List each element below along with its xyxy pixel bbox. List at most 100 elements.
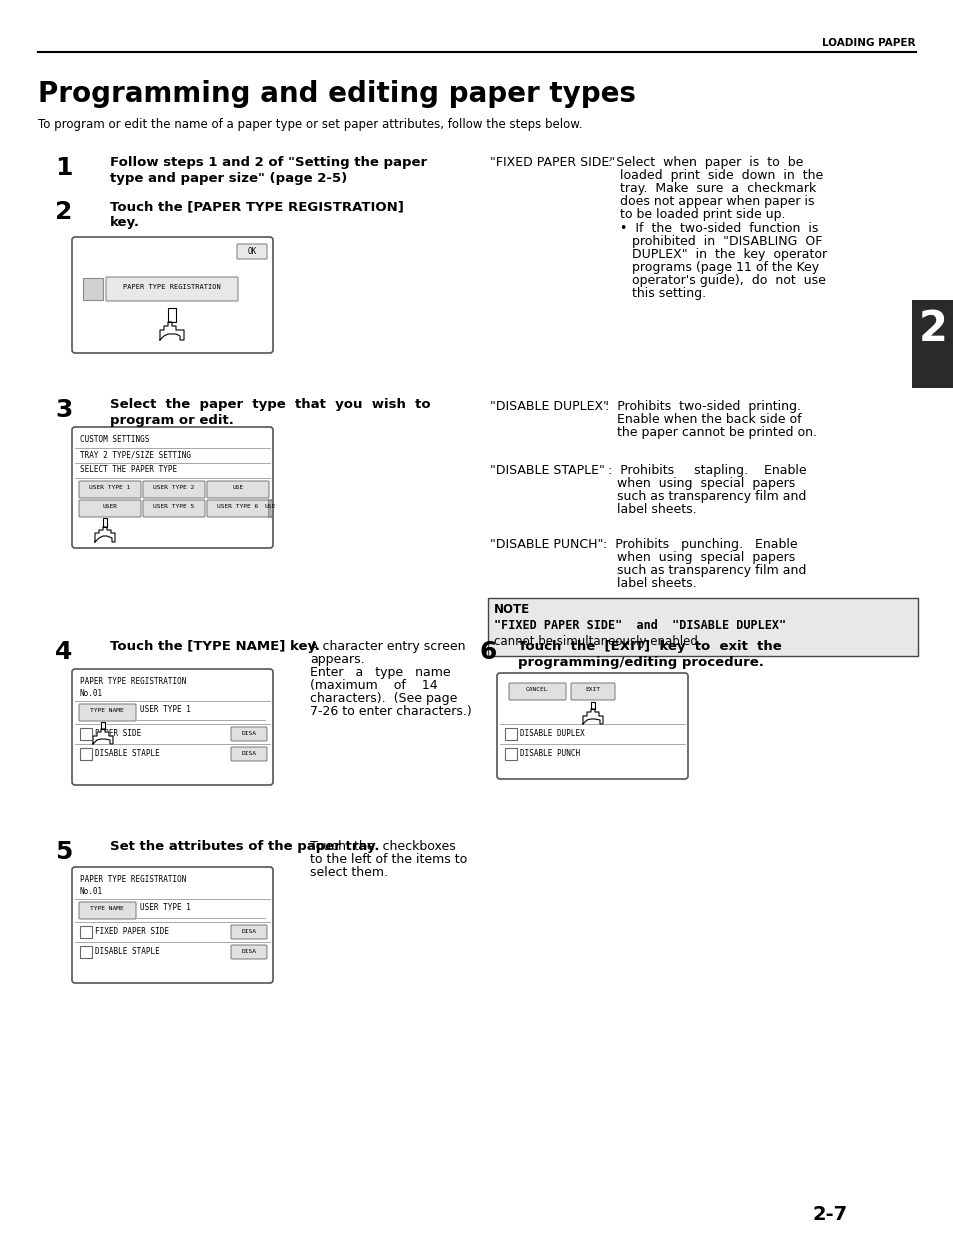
FancyBboxPatch shape xyxy=(79,704,136,721)
Text: 3: 3 xyxy=(55,398,72,422)
Polygon shape xyxy=(582,709,602,724)
Text: 2-7: 2-7 xyxy=(812,1205,846,1224)
Text: EXIT: EXIT xyxy=(585,687,599,692)
Text: USER: USER xyxy=(102,504,117,509)
Bar xyxy=(504,727,517,740)
Text: "FIXED PAPER SIDE"  and  "DISABLE DUPLEX": "FIXED PAPER SIDE" and "DISABLE DUPLEX" xyxy=(494,619,785,632)
Text: DISABLE DUPLEX: DISABLE DUPLEX xyxy=(519,729,584,739)
Text: Touch the [TYPE NAME] key.: Touch the [TYPE NAME] key. xyxy=(110,640,319,653)
Text: "DISABLE DUPLEX": "DISABLE DUPLEX" xyxy=(490,400,608,412)
Text: •  If  the  two-sided  function  is: • If the two-sided function is xyxy=(619,222,818,235)
Text: : Select  when  paper  is  to  be: : Select when paper is to be xyxy=(607,156,802,169)
Text: :  Prohibits     stapling.    Enable: : Prohibits stapling. Enable xyxy=(607,464,806,477)
Bar xyxy=(80,946,91,958)
Text: when  using  special  papers: when using special papers xyxy=(617,551,795,564)
Text: DUPLEX"  in  the  key  operator: DUPLEX" in the key operator xyxy=(631,248,826,261)
Text: label sheets.: label sheets. xyxy=(617,577,696,590)
Polygon shape xyxy=(590,701,595,709)
Text: To program or edit the name of a paper type or set paper attributes, follow the : To program or edit the name of a paper t… xyxy=(38,119,582,131)
Text: (maximum    of    14: (maximum of 14 xyxy=(310,679,437,692)
Text: tray.  Make  sure  a  checkmark: tray. Make sure a checkmark xyxy=(619,182,816,195)
Text: Programming and editing paper types: Programming and editing paper types xyxy=(38,80,636,107)
Text: such as transparency film and: such as transparency film and xyxy=(617,564,805,577)
Text: 5: 5 xyxy=(55,840,72,864)
Text: appears.: appears. xyxy=(310,653,364,666)
Text: characters).  (See page: characters). (See page xyxy=(310,692,456,705)
Text: 7-26 to enter characters.): 7-26 to enter characters.) xyxy=(310,705,471,718)
Text: TYPE NAME: TYPE NAME xyxy=(90,906,124,911)
Bar xyxy=(504,748,517,760)
Text: USER TYPE 2: USER TYPE 2 xyxy=(153,485,194,490)
Text: A character entry screen: A character entry screen xyxy=(310,640,465,653)
Text: 2: 2 xyxy=(918,308,946,350)
Text: NOTE: NOTE xyxy=(494,603,530,616)
Text: :  Prohibits  two-sided  printing.: : Prohibits two-sided printing. xyxy=(604,400,801,412)
FancyBboxPatch shape xyxy=(497,673,687,779)
Text: :  Prohibits   punching.   Enable: : Prohibits punching. Enable xyxy=(602,538,797,551)
Polygon shape xyxy=(95,527,115,542)
FancyBboxPatch shape xyxy=(207,480,269,498)
Polygon shape xyxy=(160,322,184,340)
Text: DISABLE PUNCH: DISABLE PUNCH xyxy=(519,748,579,758)
Text: PAPER TYPE REGISTRATION: PAPER TYPE REGISTRATION xyxy=(80,876,186,884)
Text: to be loaded print side up.: to be loaded print side up. xyxy=(619,207,784,221)
Polygon shape xyxy=(103,517,107,527)
Text: PAPER TYPE REGISTRATION: PAPER TYPE REGISTRATION xyxy=(123,284,221,290)
Text: "FIXED PAPER SIDE": "FIXED PAPER SIDE" xyxy=(490,156,615,169)
Text: label sheets.: label sheets. xyxy=(617,503,696,516)
Text: 1: 1 xyxy=(55,156,72,180)
Text: FIXED PAPER SIDE: FIXED PAPER SIDE xyxy=(95,927,169,936)
Text: No.01: No.01 xyxy=(80,887,103,897)
Text: USER TYPE 6: USER TYPE 6 xyxy=(217,504,258,509)
Text: 6: 6 xyxy=(479,640,497,664)
Text: PAPER SIDE: PAPER SIDE xyxy=(95,729,141,739)
Text: USER TYPE 1: USER TYPE 1 xyxy=(90,485,131,490)
Text: USER TYPE 1: USER TYPE 1 xyxy=(140,705,191,714)
Polygon shape xyxy=(168,308,175,322)
Text: Enable when the back side of: Enable when the back side of xyxy=(617,412,801,426)
Text: prohibited  in  "DISABLING  OF: prohibited in "DISABLING OF xyxy=(631,235,821,248)
FancyBboxPatch shape xyxy=(207,500,269,517)
FancyBboxPatch shape xyxy=(79,902,136,919)
Text: cannot be simultaneously enabled.: cannot be simultaneously enabled. xyxy=(494,635,700,648)
Text: DISABLE STAPLE: DISABLE STAPLE xyxy=(95,947,159,956)
Text: Follow steps 1 and 2 of "Setting the paper: Follow steps 1 and 2 of "Setting the pap… xyxy=(110,156,427,169)
Text: PAPER TYPE REGISTRATION: PAPER TYPE REGISTRATION xyxy=(80,677,186,685)
FancyBboxPatch shape xyxy=(231,727,267,741)
FancyBboxPatch shape xyxy=(71,237,273,353)
FancyBboxPatch shape xyxy=(71,427,273,548)
Text: LOADING PAPER: LOADING PAPER xyxy=(821,38,915,48)
FancyBboxPatch shape xyxy=(79,480,141,498)
Text: DISABLE STAPLE: DISABLE STAPLE xyxy=(95,748,159,758)
Bar xyxy=(80,748,91,760)
FancyBboxPatch shape xyxy=(231,925,267,939)
FancyBboxPatch shape xyxy=(231,945,267,960)
Text: to the left of the items to: to the left of the items to xyxy=(310,853,467,866)
FancyBboxPatch shape xyxy=(79,500,141,517)
Text: TYPE NAME: TYPE NAME xyxy=(90,708,124,713)
Text: SELECT THE PAPER TYPE: SELECT THE PAPER TYPE xyxy=(80,466,177,474)
Text: CANCEL: CANCEL xyxy=(525,687,548,692)
Text: "DISABLE STAPLE": "DISABLE STAPLE" xyxy=(490,464,604,477)
Polygon shape xyxy=(92,729,112,743)
FancyBboxPatch shape xyxy=(571,683,615,700)
Text: DISA: DISA xyxy=(241,948,256,953)
Text: Set the attributes of the paper tray.: Set the attributes of the paper tray. xyxy=(110,840,379,853)
Bar xyxy=(911,300,953,388)
Text: USE: USE xyxy=(233,485,243,490)
Text: CUSTOM SETTINGS: CUSTOM SETTINGS xyxy=(80,435,150,445)
FancyBboxPatch shape xyxy=(71,867,273,983)
Text: select them.: select them. xyxy=(310,866,388,879)
Polygon shape xyxy=(101,722,105,729)
Text: programming/editing procedure.: programming/editing procedure. xyxy=(517,656,763,669)
Text: Touch  the  [EXIT]  key  to  exit  the: Touch the [EXIT] key to exit the xyxy=(517,640,781,653)
Text: DISA: DISA xyxy=(241,929,256,934)
Bar xyxy=(80,926,91,939)
Text: USER TYPE 1: USER TYPE 1 xyxy=(140,903,191,911)
Text: programs (page 11 of the Key: programs (page 11 of the Key xyxy=(631,261,819,274)
Text: OK: OK xyxy=(247,247,256,256)
Text: when  using  special  papers: when using special papers xyxy=(617,477,795,490)
FancyBboxPatch shape xyxy=(231,747,267,761)
Text: Touch the [PAPER TYPE REGISTRATION]: Touch the [PAPER TYPE REGISTRATION] xyxy=(110,200,403,212)
Text: DISA: DISA xyxy=(241,751,256,756)
